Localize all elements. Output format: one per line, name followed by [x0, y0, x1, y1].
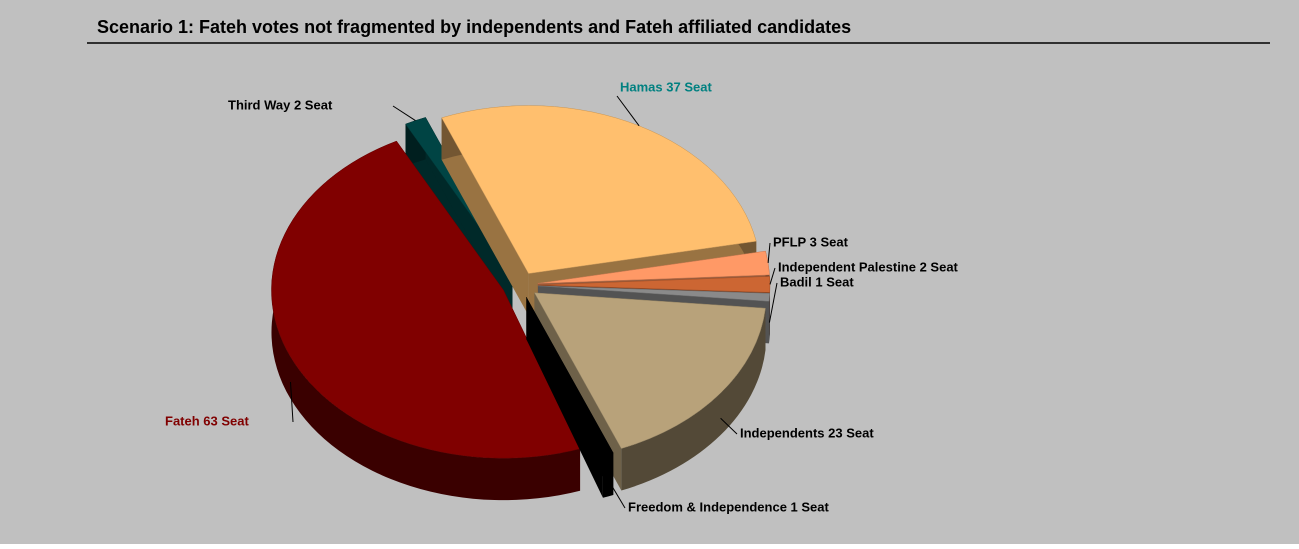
- data-label: PFLP 3 Seat: [773, 234, 849, 249]
- data-label: Hamas 37 Seat: [620, 79, 712, 94]
- data-label: Independents 23 Seat: [740, 425, 874, 440]
- data-label: Badil 1 Seat: [780, 274, 854, 289]
- slice-wall: [603, 453, 613, 498]
- data-label: Independent Palestine 2 Seat: [778, 259, 959, 274]
- chart-title: Scenario 1: Fateh votes not fragmented b…: [97, 17, 851, 37]
- data-label: Third Way 2 Seat: [228, 97, 333, 112]
- data-label: Freedom & Independence 1 Seat: [628, 499, 830, 514]
- data-label: Fateh 63 Seat: [165, 413, 249, 428]
